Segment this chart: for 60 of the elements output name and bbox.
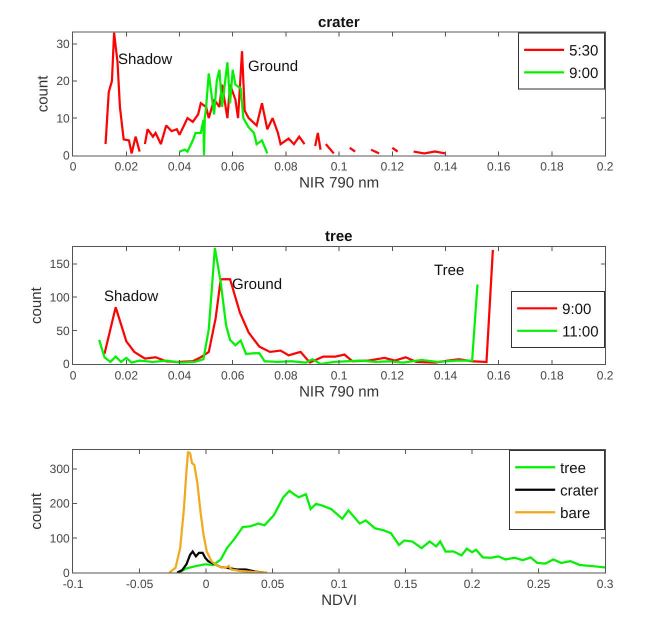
x-tick-label: 0.25	[526, 576, 551, 591]
y-tick-label: 100	[50, 290, 70, 304]
legend-label: bare	[560, 505, 590, 522]
x-tick-label: -0.05	[126, 576, 154, 591]
y-tick-label: 100	[50, 531, 70, 546]
y-tick-label: 50	[56, 324, 70, 338]
x-tick-label: 0.1	[330, 576, 348, 591]
x-tick-label: 0.06	[221, 160, 245, 174]
x-tick-label: 0.08	[274, 160, 298, 174]
y-axis-title: count	[34, 74, 52, 112]
y-tick-label: 20	[56, 74, 70, 88]
y-tick-label: 0	[63, 357, 70, 372]
x-axis-title: NIR 790 nm	[299, 383, 380, 400]
x-tick-label: 0.2	[464, 576, 481, 591]
annotation: Shadow	[118, 51, 172, 68]
x-tick-label: 0.15	[394, 576, 418, 591]
legend-label: crater	[560, 482, 598, 500]
y-tick-label: 150	[50, 257, 70, 272]
x-tick-label: 0.1	[330, 368, 348, 382]
x-tick-label: 0.14	[434, 160, 458, 174]
x-tick-label: 0.05	[260, 576, 285, 591]
x-tick-label: 0.04	[168, 368, 192, 382]
y-axis-title: count	[28, 492, 45, 530]
x-tick-label: 0.12	[380, 160, 404, 174]
x-tick-label: 0.18	[540, 368, 564, 382]
y-tick-label: 10	[56, 111, 70, 126]
legend-label: 9:00	[569, 65, 598, 82]
annotation: Ground	[248, 58, 298, 75]
x-tick-label: 0.02	[114, 160, 138, 174]
x-tick-label: 0.2	[596, 368, 614, 382]
y-tick-label: 0	[63, 148, 70, 162]
y-axis-title: count	[28, 286, 45, 324]
y-tick-label: 30	[56, 36, 70, 51]
chart-title: crater	[318, 14, 360, 31]
x-tick-label: 0.04	[168, 160, 192, 174]
legend-label: 11:00	[562, 324, 599, 341]
line-series	[168, 450, 268, 573]
x-tick-label: 0.12	[380, 368, 404, 382]
annotation: Tree	[434, 262, 464, 279]
x-axis-title: NIR 790 nm	[299, 174, 380, 192]
annotation: Shadow	[104, 288, 158, 305]
x-tick-label: 0.16	[487, 160, 511, 174]
legend-label: 9:00	[562, 301, 592, 318]
x-tick-label: 0.02	[114, 368, 138, 382]
x-tick-label: 0	[202, 576, 210, 591]
x-axis-title: NDVI	[321, 592, 358, 609]
x-tick-label: 0.1	[330, 160, 348, 174]
x-tick-label: 0.08	[274, 368, 298, 382]
x-tick-label: 0.18	[540, 160, 564, 174]
annotation: Ground	[232, 276, 282, 293]
legend-label: 5:30	[569, 42, 598, 60]
y-tick-label: 200	[50, 496, 70, 511]
x-tick-label: 0.2	[596, 160, 614, 174]
x-tick-label: 0.16	[487, 368, 511, 382]
x-tick-label: 0.14	[434, 368, 458, 382]
x-tick-label: 0.3	[596, 576, 614, 591]
x-tick-label: 0.06	[221, 368, 245, 382]
chart-title: tree	[325, 228, 353, 245]
y-tick-label: 300	[50, 462, 70, 476]
legend-label: tree	[560, 460, 586, 478]
